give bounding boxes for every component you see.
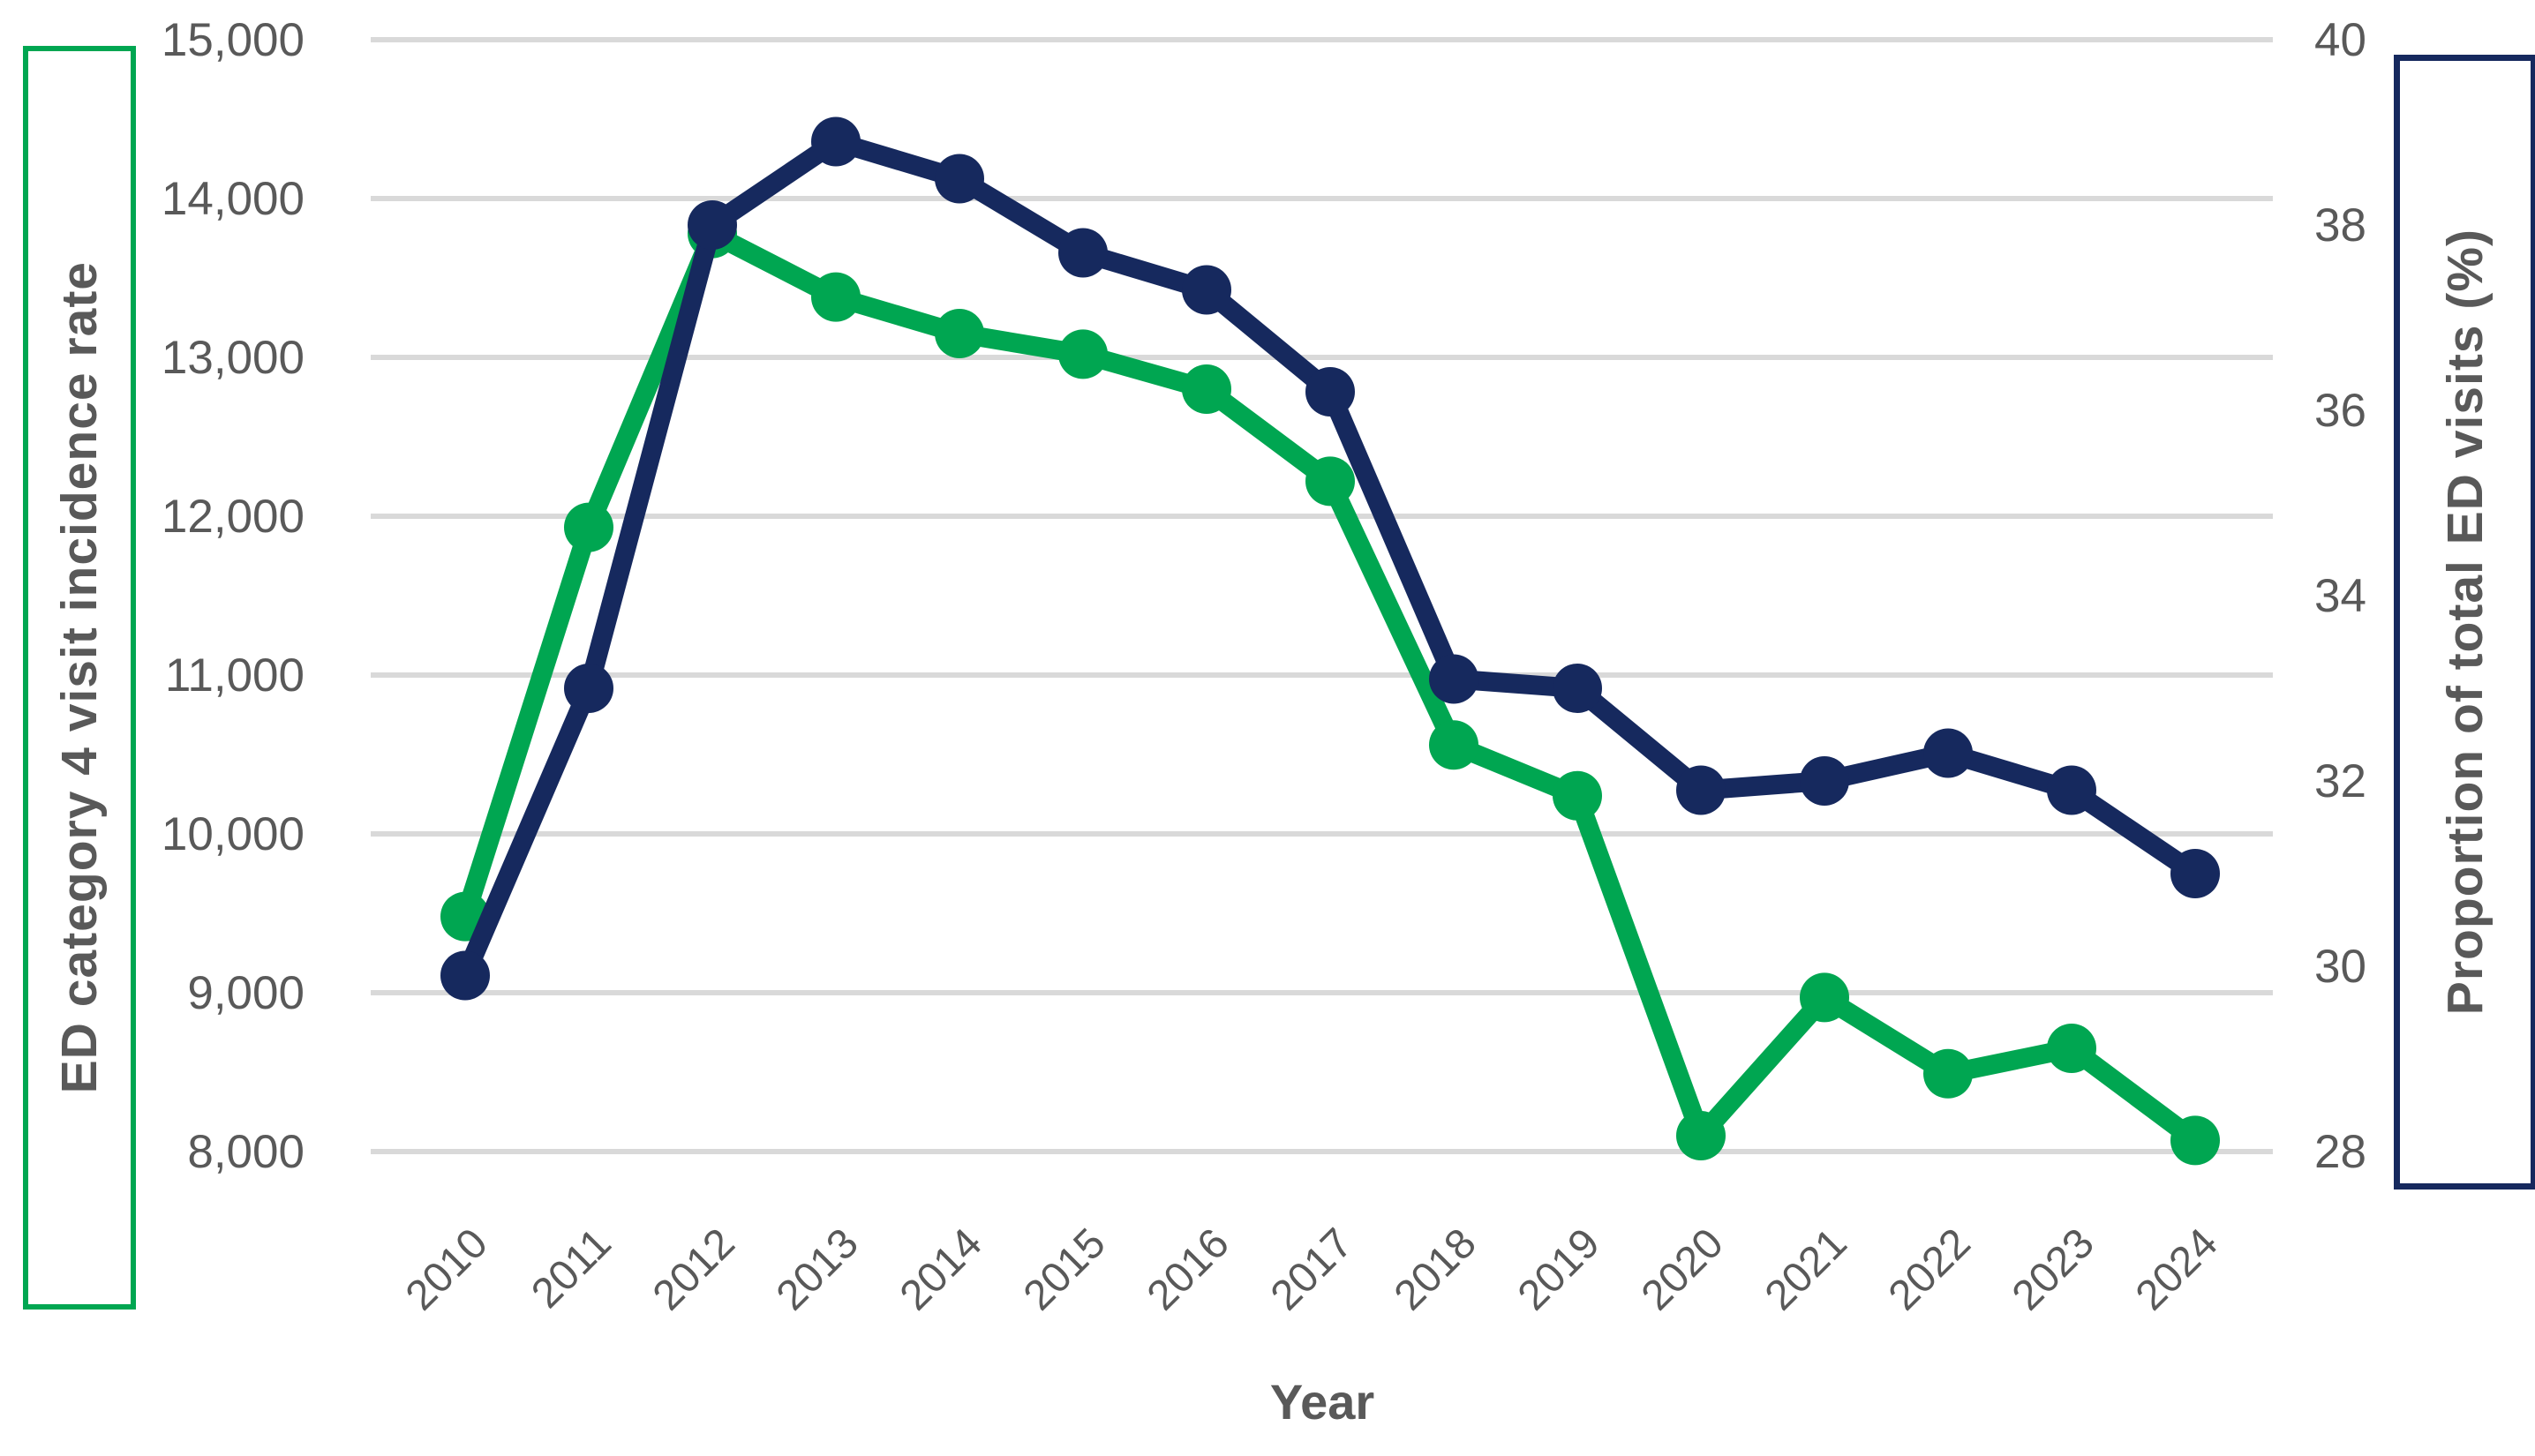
data-point-proportion-2020 (1676, 765, 1726, 815)
x-axis-tick-label: 2016 (1139, 1220, 1238, 1319)
data-point-proportion-2021 (1800, 756, 1849, 806)
right-axis-tick-label: 28 (2314, 1126, 2366, 1178)
data-point-incidence-rate-2011 (564, 502, 613, 552)
x-axis-tick-label: 2014 (891, 1220, 991, 1319)
right-axis-tick-label: 36 (2314, 385, 2366, 437)
x-axis-tick-label: 2021 (1756, 1220, 1856, 1319)
right-axis-tick-label: 34 (2314, 570, 2366, 622)
data-point-proportion-2023 (2047, 765, 2096, 815)
data-point-proportion-2013 (811, 116, 861, 167)
right-axis-tick-label: 30 (2314, 941, 2366, 993)
left-axis-tick-label: 8,000 (187, 1126, 305, 1178)
data-point-incidence-rate-2015 (1058, 329, 1108, 379)
series-line-proportion (455, 131, 2205, 986)
x-axis-tick-label: 2012 (644, 1220, 744, 1319)
data-point-incidence-rate-2014 (935, 309, 984, 358)
left-axis-tick-label: 11,000 (165, 649, 305, 702)
data-point-incidence-rate-2018 (1429, 720, 1478, 770)
data-point-incidence-rate-2023 (2047, 1024, 2096, 1073)
x-axis-tick-label: 2020 (1633, 1220, 1733, 1319)
right-axis-tick-label: 32 (2314, 755, 2366, 807)
right-axis-title: Proportion of total ED visits (%) (2437, 229, 2494, 1016)
left-axis-tick-label: 15,000 (162, 14, 305, 66)
x-axis-tick-label: 2015 (1015, 1220, 1115, 1319)
x-axis-tick-label: 2013 (768, 1220, 868, 1319)
data-point-proportion-2011 (564, 664, 613, 713)
left-axis-tick-label: 9,000 (187, 967, 305, 1019)
data-point-incidence-rate-2019 (1553, 770, 1602, 821)
x-axis-tick-label: 2017 (1262, 1220, 1362, 1319)
data-point-proportion-2019 (1553, 664, 1602, 713)
right-axis-tick-label: 40 (2314, 14, 2366, 66)
left-axis-tick-label: 13,000 (162, 332, 305, 384)
left-axis-title-box: ED category 4 visit incidence rate (23, 46, 136, 1310)
data-point-incidence-rate-2017 (1305, 456, 1355, 507)
left-axis-tick-label: 14,000 (162, 173, 305, 225)
data-point-proportion-2010 (440, 950, 490, 1001)
data-point-proportion-2012 (688, 200, 737, 250)
data-point-incidence-rate-2013 (811, 272, 861, 322)
data-point-proportion-2014 (935, 154, 984, 204)
data-point-incidence-rate-2016 (1182, 364, 1231, 414)
data-point-proportion-2018 (1429, 654, 1478, 704)
x-axis-tick-label: 2019 (1509, 1220, 1609, 1319)
data-point-incidence-rate-2022 (1923, 1048, 1973, 1099)
data-point-incidence-rate-2020 (1676, 1111, 1726, 1160)
data-point-incidence-rate-2021 (1800, 972, 1849, 1023)
x-axis-title: Year (1269, 1374, 1375, 1430)
x-axis-tick-label: 2018 (1386, 1220, 1486, 1319)
right-axis-title-box: Proportion of total ED visits (%) (2394, 55, 2535, 1190)
left-axis-tick-label: 10,000 (162, 808, 305, 860)
data-point-proportion-2024 (2170, 849, 2220, 898)
x-axis-tick-label: 2022 (1880, 1220, 1980, 1319)
data-point-proportion-2016 (1182, 265, 1231, 315)
data-point-proportion-2015 (1058, 228, 1108, 278)
data-point-proportion-2022 (1923, 728, 1973, 778)
x-axis-tick-label: 2023 (2004, 1220, 2103, 1319)
x-axis-tick-label: 2011 (523, 1220, 620, 1317)
data-point-proportion-2017 (1305, 367, 1355, 417)
data-point-incidence-rate-2024 (2170, 1115, 2220, 1166)
x-axis-tick-label: 2024 (2127, 1220, 2227, 1319)
right-axis-tick-label: 38 (2314, 199, 2366, 251)
x-axis-tick-label: 2010 (397, 1220, 497, 1319)
left-axis-tick-label: 12,000 (162, 491, 305, 543)
left-axis-title: ED category 4 visit incidence rate (51, 261, 108, 1094)
